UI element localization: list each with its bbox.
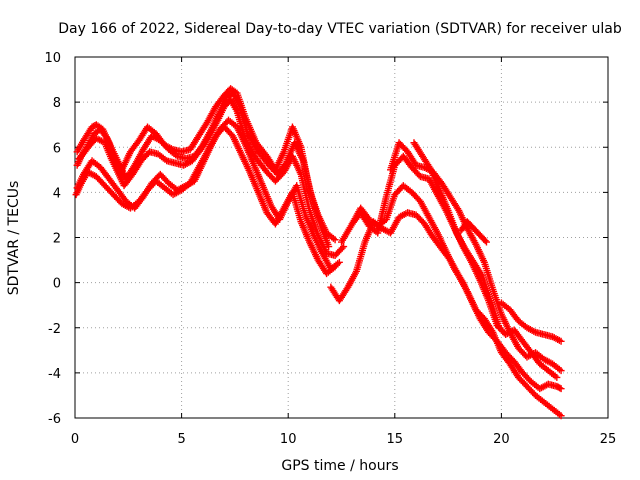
- series-track-11: [497, 299, 565, 345]
- data-point: [331, 263, 339, 271]
- series-track-3: [73, 96, 348, 260]
- data-point: [481, 237, 489, 245]
- axis-ticks: [74, 56, 609, 419]
- data-point: [495, 324, 503, 332]
- data-point: [331, 236, 339, 244]
- y-tick-label: -2: [48, 322, 61, 337]
- data-point: [556, 384, 564, 392]
- y-tick-label: -4: [48, 367, 61, 382]
- x-tick-label: 25: [600, 432, 617, 447]
- data-point: [557, 412, 565, 420]
- y-tick-label: 8: [53, 96, 61, 111]
- series-track-10: [410, 139, 503, 332]
- x-tick-label: 10: [280, 432, 297, 447]
- series-track-12: [457, 218, 490, 246]
- data-point: [338, 244, 346, 252]
- data-point: [557, 385, 565, 393]
- data-point: [557, 337, 565, 345]
- y-tick-label: 0: [53, 277, 61, 292]
- y-tick-label: 10: [44, 51, 61, 66]
- data-point: [335, 258, 343, 266]
- tick-labels: 0 5 10 15 20 25 -6 -4 -2 0 2 4 6 8 10: [44, 51, 616, 447]
- series-track-9: [387, 139, 565, 375]
- series-track-2: [75, 89, 333, 251]
- plot-frame: [74, 56, 609, 419]
- y-axis-label: SDTVAR / TECUs: [6, 181, 22, 296]
- y-tick-label: 2: [53, 232, 61, 247]
- y-tick-label: 4: [53, 186, 61, 201]
- data-point: [340, 243, 348, 251]
- grid-lines: [75, 57, 608, 418]
- x-tick-label: 15: [387, 432, 404, 447]
- x-tick-label: 20: [493, 432, 510, 447]
- data-point: [482, 238, 490, 246]
- series-track-6: [327, 209, 565, 420]
- data-point: [553, 373, 561, 381]
- series-track-7: [338, 182, 565, 393]
- data-point: [557, 367, 565, 375]
- data-points: [72, 85, 565, 420]
- y-tick-label: 6: [53, 141, 61, 156]
- x-tick-label: 5: [177, 432, 185, 447]
- y-tick-label: -6: [48, 412, 61, 427]
- series-track-5: [72, 123, 339, 278]
- x-axis-label: GPS time / hours: [281, 458, 398, 474]
- chart-title: Day 166 of 2022, Sidereal Day-to-day VTE…: [58, 21, 622, 37]
- x-tick-label: 0: [71, 432, 79, 447]
